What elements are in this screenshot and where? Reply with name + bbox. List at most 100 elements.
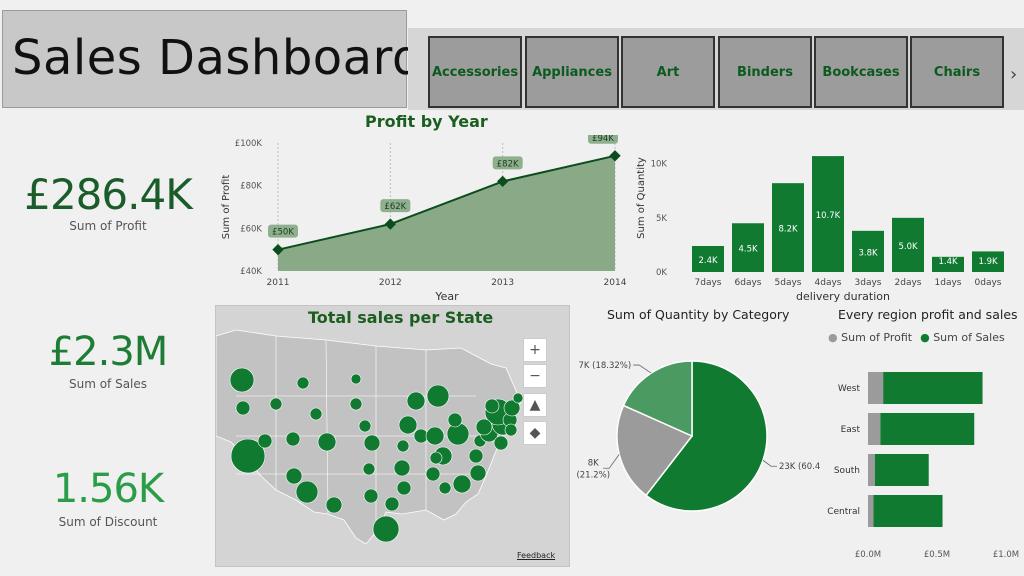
duration-bar [892, 217, 924, 272]
pie-chart-title: Sum of Quantity by Category [607, 307, 790, 322]
state-sales-bubble [230, 438, 266, 474]
state-sales-bubble [425, 466, 441, 482]
profit-x-tick: 2013 [491, 278, 514, 288]
zoom-in-button[interactable]: + [523, 338, 547, 362]
duration-data-label: 8.2K [778, 225, 798, 235]
pie-label: 7K (18.32%) [578, 361, 631, 371]
profit-x-tick: 2011 [267, 278, 290, 288]
profit-data-label: £50K [272, 228, 294, 238]
duration-bar [812, 156, 844, 272]
state-sales-bubble [393, 459, 411, 477]
region-label: Central [827, 507, 860, 517]
delivery-duration-chart: 0K 5K 10K 2.4K 7days 4.5K 6days 8.2K 5days 10.7K… [636, 156, 1004, 303]
duration-x-axis-label: delivery duration [796, 290, 890, 303]
duration-data-label: 3.8K [858, 248, 878, 258]
state-sales-bubble [398, 415, 418, 435]
state-sales-bubble [309, 407, 323, 421]
profit-point [272, 244, 284, 256]
state-sales-bubble [425, 426, 445, 446]
quantity-by-category-pie: 23K (60.48%) 8K (21.2%) 7K (18.32%) [576, 360, 820, 512]
zoom-out-button[interactable]: − [523, 364, 547, 388]
slicer-item-chairs[interactable]: Chairs [910, 36, 1004, 108]
state-sales-bubble [493, 435, 509, 451]
duration-x-tick: 7days [695, 278, 722, 288]
slicer-item-binders[interactable]: Binders [718, 36, 812, 108]
state-sales-bubble [296, 376, 310, 390]
state-sales-bubble [396, 439, 410, 453]
state-sales-bubble [475, 418, 493, 436]
region-chart-title: Every region profit and sales [838, 307, 1018, 322]
state-sales-bubble [396, 480, 412, 496]
region-sales-bar [880, 413, 975, 445]
state-sales-bubble [363, 488, 379, 504]
state-sales-bubble [504, 423, 518, 437]
profit-x-tick: 2012 [379, 278, 402, 288]
duration-data-label: 10.7K [816, 211, 841, 221]
state-sales-bubble [325, 496, 343, 514]
duration-x-tick: 0days [975, 278, 1002, 288]
state-sales-bubble [512, 392, 524, 404]
duration-data-label: 4.5K [738, 245, 758, 255]
map-title: Total sales per State [308, 308, 494, 327]
page-title: Sales Dashboard [12, 30, 423, 86]
state-sales-bubble [269, 397, 283, 411]
slicer-item-art[interactable]: Art [621, 36, 715, 108]
profit-data-label-bg [588, 135, 618, 144]
profit-data-label-bg [492, 156, 523, 170]
us-map [216, 329, 524, 545]
profit-chart-title: Profit by Year [365, 112, 488, 131]
slicer-item-appliances[interactable]: Appliances [525, 36, 619, 108]
state-sales-bubble [285, 431, 301, 447]
pie-label: (21.2%) [576, 470, 610, 480]
chevron-right-icon[interactable]: › [1010, 64, 1018, 85]
state-sales-bubble [406, 391, 426, 411]
kpi-discount-value: 1.56K [52, 466, 164, 512]
duration-x-tick: 3days [855, 278, 882, 288]
profit-data-label-bg [268, 224, 298, 238]
duration-y-tick: 5K [656, 214, 667, 224]
duration-bar [932, 256, 964, 272]
slicer-item-bookcases[interactable]: Bookcases [814, 36, 908, 108]
compass-icon[interactable]: ◆ [523, 421, 547, 445]
tilt-icon[interactable]: ▲ [523, 393, 547, 417]
state-sales-bubble [468, 448, 484, 464]
profit-data-label: £94K [592, 135, 614, 144]
state-sales-bubble [447, 412, 463, 428]
duration-x-tick: 5days [775, 278, 802, 288]
profit-x-axis-label: Year [434, 290, 459, 303]
duration-data-label: 1.4K [938, 257, 958, 267]
state-sales-bubble [349, 397, 363, 411]
legend-sales: ● Sum of Sales [920, 331, 1005, 344]
profit-y-tick: £60K [240, 224, 262, 234]
pie-leader-line [633, 364, 652, 374]
map-feedback-link[interactable]: Feedback [517, 551, 556, 560]
region-x-tick: £1.0M [993, 550, 1019, 560]
pie-leader-line [762, 459, 777, 467]
kpi-discount-label: Sum of Discount [58, 515, 158, 529]
state-sales-map[interactable]: Total sales per State [215, 305, 570, 567]
region-profit-bar [868, 413, 881, 445]
region-sales-bar [873, 495, 943, 527]
state-sales-bubble [317, 432, 337, 452]
profit-by-year-chart: £40K £60K £80K £100K 2011 2012 2013 2014 £50K £6… [221, 135, 627, 303]
region-x-tick: £0.0M [855, 550, 881, 560]
duration-x-tick: 1days [935, 278, 962, 288]
state-sales-bubble [429, 451, 443, 465]
kpi-sales-value: £2.3M [48, 329, 169, 375]
state-sales-bubble [235, 400, 251, 416]
region-label: East [841, 425, 861, 435]
profit-data-label-bg [380, 199, 411, 213]
slicer-item-accessories[interactable]: Accessories [428, 36, 522, 108]
region-sales-bar [874, 454, 929, 486]
profit-point [384, 218, 396, 230]
profit-y-axis-label: Sum of Profit [221, 175, 232, 240]
state-sales-bubble [295, 480, 319, 504]
legend-profit-label: Sum of Profit [841, 331, 913, 344]
legend-sales-label: Sum of Sales [933, 331, 1005, 344]
state-sales-bubble [362, 462, 376, 476]
region-x-tick: £0.5M [924, 550, 950, 560]
pie-slice [622, 360, 693, 438]
duration-bar [972, 251, 1004, 272]
state-sales-bubble [384, 496, 400, 512]
duration-bar [772, 183, 804, 272]
